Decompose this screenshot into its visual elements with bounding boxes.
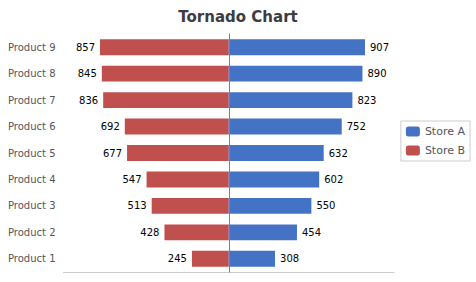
svg-text:752: 752	[347, 121, 366, 132]
svg-text:308: 308	[280, 253, 299, 264]
svg-text:Tornado Chart: Tornado Chart	[178, 8, 297, 26]
svg-text:547: 547	[122, 174, 141, 185]
svg-text:692: 692	[101, 121, 120, 132]
svg-text:454: 454	[302, 227, 321, 238]
svg-text:836: 836	[79, 95, 98, 106]
svg-text:513: 513	[128, 200, 147, 211]
svg-text:Product 7: Product 7	[8, 95, 56, 106]
svg-text:550: 550	[316, 200, 335, 211]
svg-text:857: 857	[76, 42, 95, 53]
svg-text:602: 602	[324, 174, 343, 185]
svg-text:677: 677	[103, 148, 122, 159]
svg-text:Product 5: Product 5	[8, 148, 56, 159]
svg-text:823: 823	[357, 95, 376, 106]
svg-text:Product 9: Product 9	[8, 42, 56, 53]
svg-text:Store A: Store A	[425, 125, 466, 138]
svg-text:Product 3: Product 3	[8, 200, 56, 211]
svg-text:Product 1: Product 1	[8, 253, 56, 264]
svg-text:632: 632	[329, 148, 348, 159]
svg-text:Product 2: Product 2	[8, 227, 56, 238]
svg-text:845: 845	[78, 68, 97, 79]
svg-text:Product 6: Product 6	[8, 121, 56, 132]
svg-text:Store B: Store B	[425, 144, 465, 157]
svg-text:Product 8: Product 8	[8, 68, 56, 79]
svg-text:428: 428	[140, 227, 159, 238]
svg-text:245: 245	[168, 253, 187, 264]
svg-text:907: 907	[370, 42, 389, 53]
svg-text:890: 890	[367, 68, 386, 79]
svg-text:Product 4: Product 4	[8, 174, 56, 185]
